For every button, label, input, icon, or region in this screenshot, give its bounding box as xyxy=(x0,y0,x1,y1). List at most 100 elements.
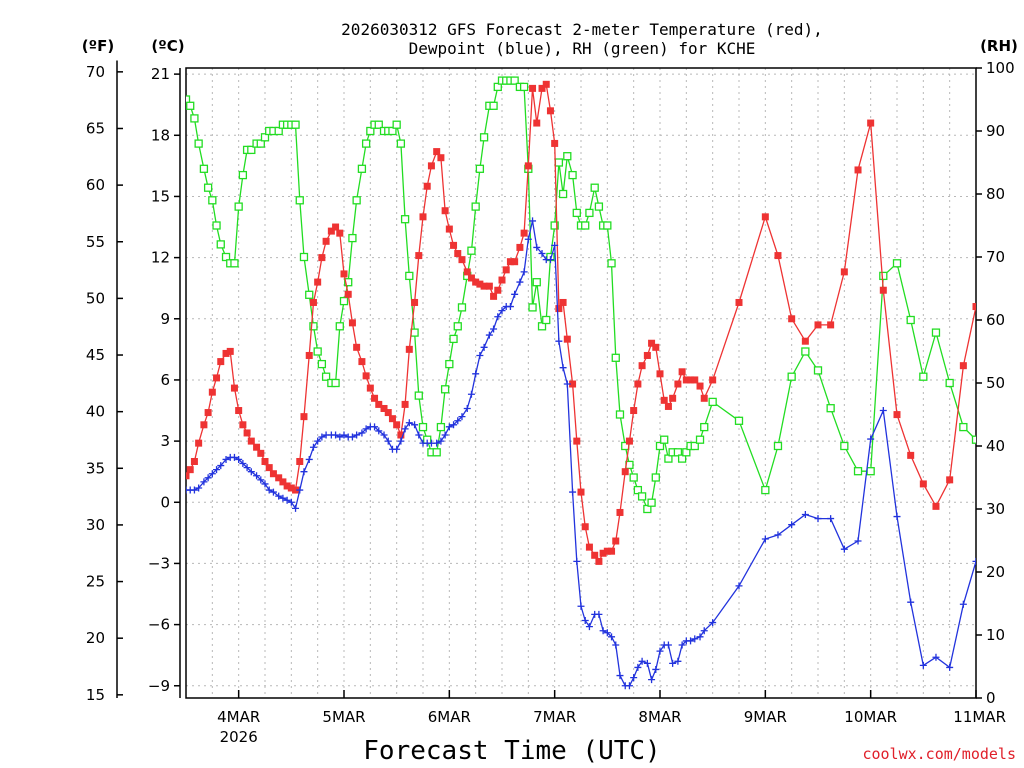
rh-tick-label: 50 xyxy=(986,374,1005,392)
2-meter-temperature-point xyxy=(529,84,537,92)
fahrenheit-tick-label: 55 xyxy=(86,233,105,251)
celsius-tick-label: 21 xyxy=(151,65,170,83)
dewpoint-point xyxy=(411,421,419,429)
dewpoint-point xyxy=(222,455,230,463)
2-meter-temperature-point xyxy=(348,319,356,327)
x-axis-label: Forecast Time (UTC) xyxy=(363,736,660,766)
fahrenheit-tick-label: 45 xyxy=(86,346,105,364)
2-meter-temperature-point xyxy=(296,457,304,465)
rh-point xyxy=(585,208,594,218)
dewpoint-point xyxy=(204,474,212,482)
dewpoint-point xyxy=(854,537,862,545)
2-meter-temperature-point xyxy=(222,349,230,357)
rh-point xyxy=(366,126,375,136)
2-meter-temperature-point xyxy=(480,282,488,290)
rh-point xyxy=(801,347,810,356)
rh-point xyxy=(664,454,673,463)
dewpoint-point xyxy=(309,443,317,451)
rh-point xyxy=(309,322,318,331)
2-meter-temperature-point xyxy=(788,315,796,323)
2-meter-temperature-point xyxy=(314,278,322,286)
fahrenheit-tick-label: 25 xyxy=(86,573,105,591)
2-meter-temperature-point xyxy=(893,411,901,419)
rh-point xyxy=(673,448,683,457)
rh-point xyxy=(677,454,687,463)
dewpoint-point xyxy=(247,468,255,476)
dewpoint-point xyxy=(472,370,480,378)
rh-point xyxy=(660,435,669,444)
dewpoint-point xyxy=(959,600,967,608)
2-meter-temperature-point xyxy=(625,437,633,445)
dewpoint-point xyxy=(296,486,304,494)
dewpoint-point xyxy=(485,331,493,339)
2-meter-temperature-point xyxy=(239,421,247,429)
2-meter-temperature-point xyxy=(674,380,682,388)
2-meter-temperature-point xyxy=(309,298,317,306)
2-meter-temperature-point xyxy=(450,241,458,249)
2-meter-temperature-point xyxy=(283,482,291,490)
rh-point xyxy=(186,95,191,104)
2-meter-temperature-point xyxy=(630,407,638,415)
dewpoint-point xyxy=(371,423,379,431)
2-meter-temperature-point xyxy=(247,437,255,445)
dewpoint-point xyxy=(353,431,361,439)
dewpoint-point xyxy=(603,629,611,637)
dewpoint-point xyxy=(384,437,392,445)
rh-point xyxy=(700,422,709,432)
x-tick-label: 7MAR xyxy=(533,708,576,726)
rh-point xyxy=(418,422,428,432)
dewpoint-point xyxy=(691,635,699,643)
dewpoint-point xyxy=(195,484,203,492)
2-meter-temperature-point xyxy=(472,278,480,286)
rh-point xyxy=(194,139,203,148)
rh-point xyxy=(190,114,199,123)
dewpoint-point xyxy=(664,641,672,649)
dewpoint-point xyxy=(555,337,563,345)
dewpoint-point xyxy=(235,455,243,463)
x-tick-label: 10MAR xyxy=(844,708,897,726)
credit-link[interactable]: coolwx.com/models xyxy=(862,745,1016,763)
2-meter-temperature-point xyxy=(616,508,624,516)
rh-point xyxy=(299,252,309,262)
2-meter-temperature-point xyxy=(375,400,383,408)
rh-point xyxy=(405,271,414,281)
dewpoint-point xyxy=(696,633,704,641)
rh-point xyxy=(655,441,665,451)
rh-point xyxy=(985,405,992,412)
rh-point xyxy=(475,164,485,173)
2-meter-temperature-point xyxy=(498,276,506,284)
dewpoint-point xyxy=(243,464,251,472)
dewpoint-point xyxy=(498,307,506,315)
dewpoint-point xyxy=(401,425,409,433)
2-meter-temperature-point xyxy=(682,376,690,384)
2-meter-temperature-point xyxy=(709,376,717,384)
dewpoint-point xyxy=(200,478,208,486)
dewpoint-point xyxy=(524,235,532,243)
celsius-tick-label: 12 xyxy=(151,249,170,267)
rh-unit-label: (RH) xyxy=(980,37,1018,55)
2-meter-temperature-point xyxy=(660,396,668,404)
dewpoint-point xyxy=(261,480,269,488)
2-meter-temperature-point xyxy=(735,298,743,306)
rh-tick-label: 90 xyxy=(986,122,1005,140)
dewpoint-point xyxy=(533,243,541,251)
2-meter-temperature-point xyxy=(581,523,589,531)
rh-point xyxy=(919,372,928,381)
dewpoint-point xyxy=(520,268,528,276)
dewpoint-point xyxy=(595,610,603,618)
dewpoint-point xyxy=(585,623,593,631)
dewpoint-point xyxy=(253,472,261,480)
rh-point xyxy=(773,441,783,451)
rh-tick-label: 0 xyxy=(986,689,996,707)
2-meter-temperature-point xyxy=(932,502,940,510)
rh-point xyxy=(449,334,458,344)
2-meter-temperature-point xyxy=(336,229,344,237)
dewpoint-point xyxy=(506,303,514,311)
dewpoint-line xyxy=(186,220,976,687)
rh-tick-label: 70 xyxy=(986,248,1005,266)
dewpoint-point xyxy=(656,647,664,655)
2-meter-temperature-point xyxy=(546,107,554,115)
rh-point xyxy=(208,196,217,205)
rh-point xyxy=(247,145,256,155)
x-tick-label: 8MAR xyxy=(638,708,681,726)
